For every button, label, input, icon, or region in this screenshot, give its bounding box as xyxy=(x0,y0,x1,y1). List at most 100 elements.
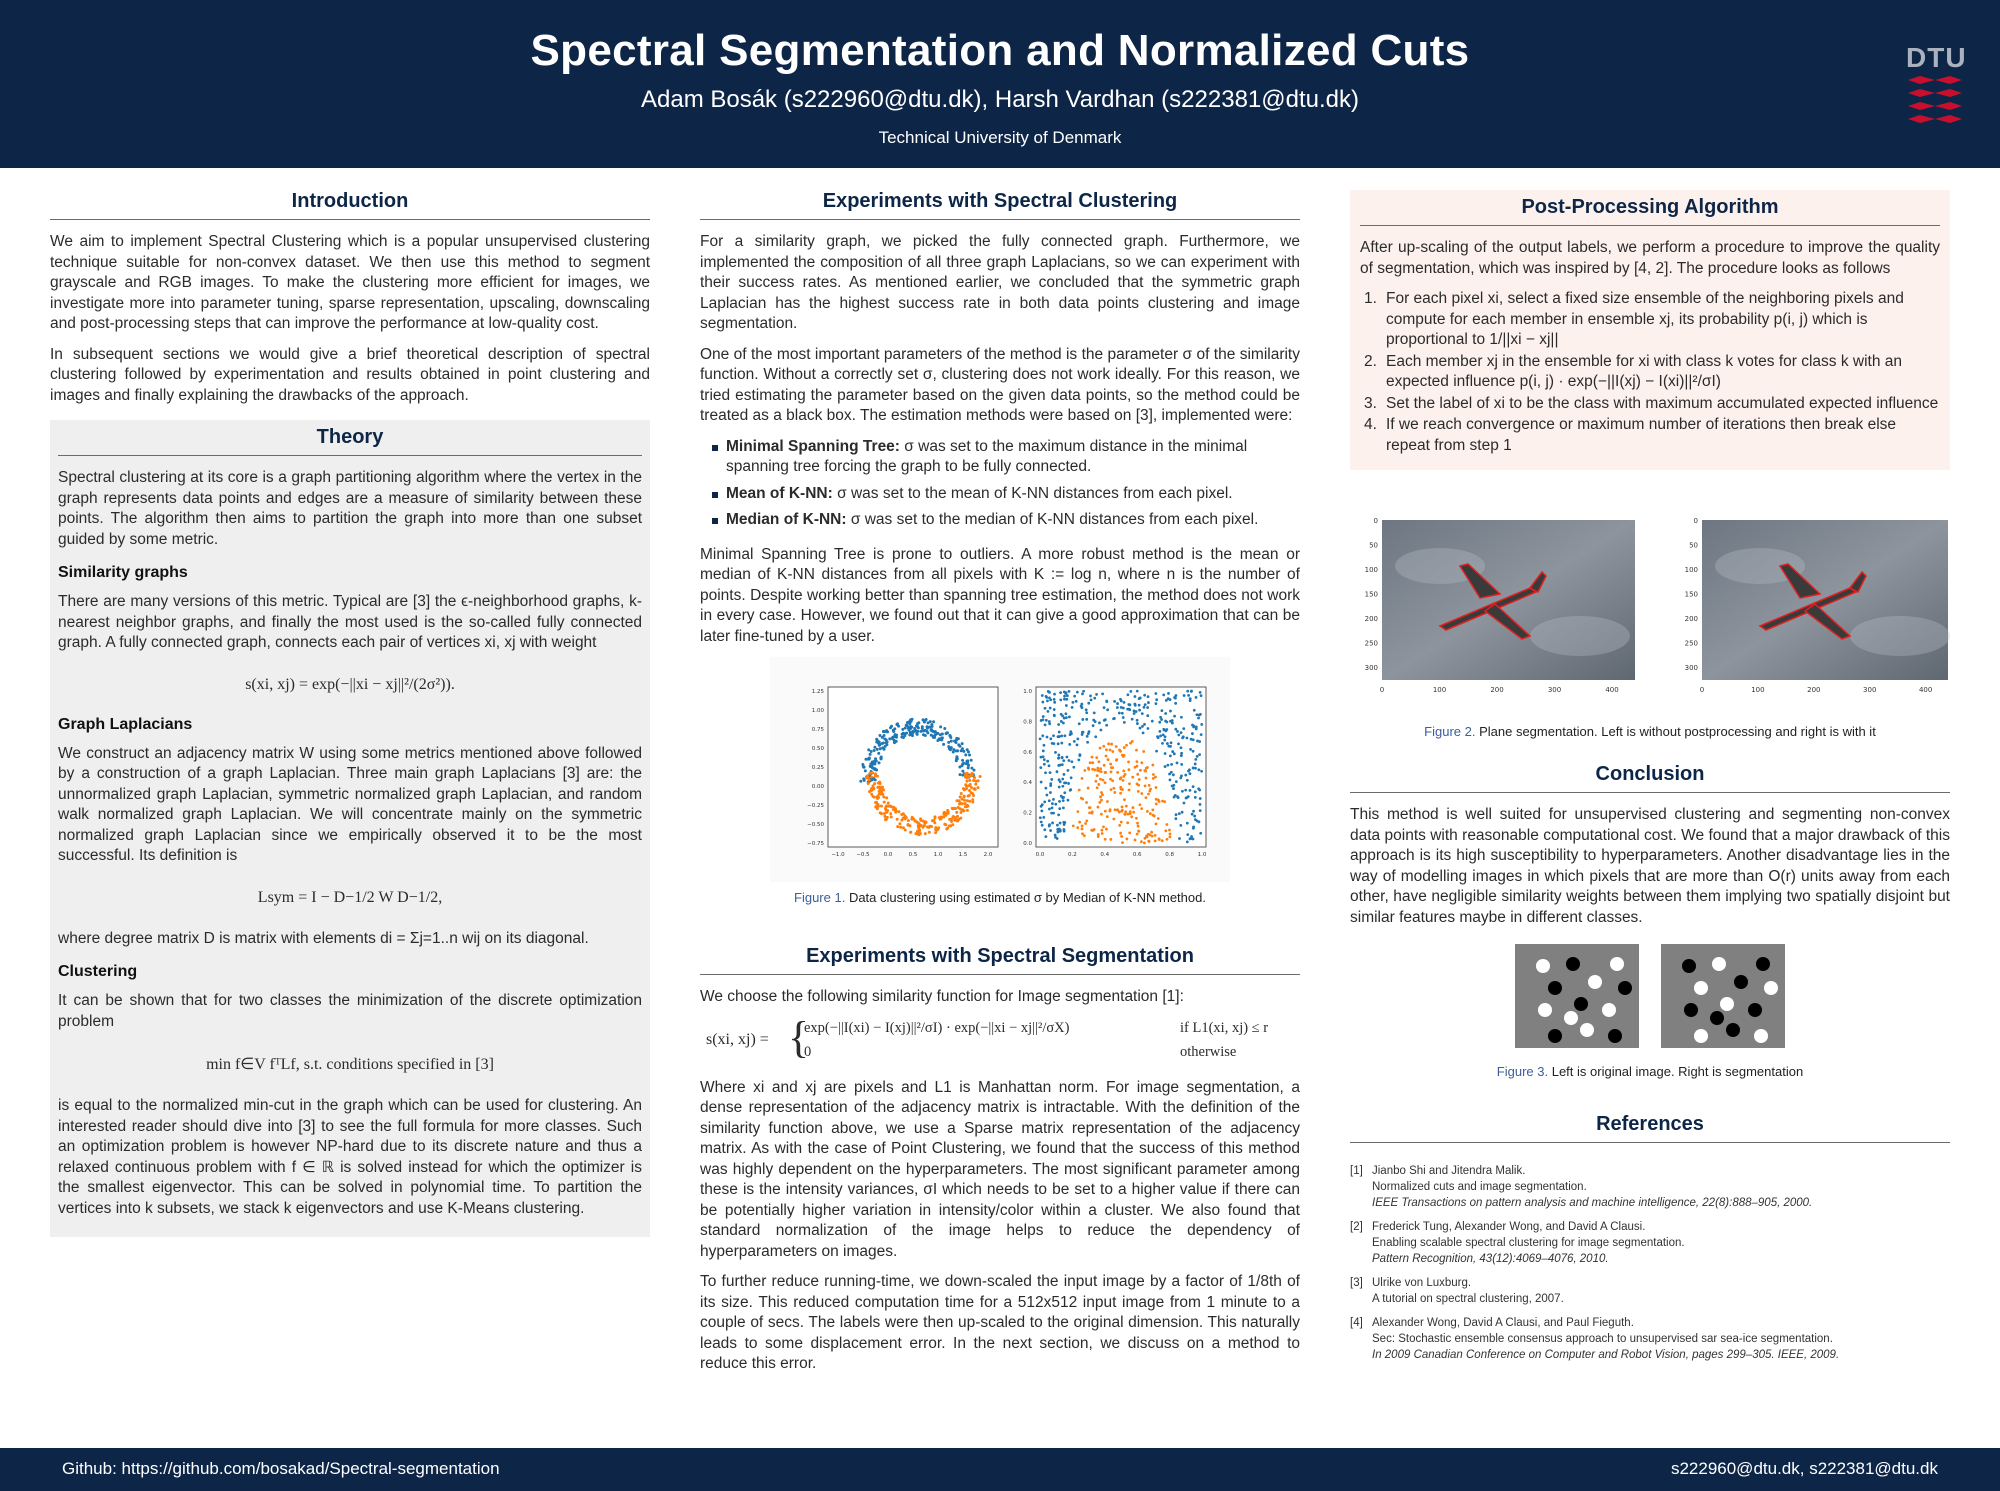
scatter-point xyxy=(1094,735,1098,739)
scatter-point xyxy=(1150,834,1154,838)
scatter-point xyxy=(920,725,924,729)
scatter-point xyxy=(1144,796,1148,800)
tick-label: 1.0 xyxy=(1198,852,1207,858)
scatter-point xyxy=(1151,763,1155,767)
scatter-point xyxy=(1147,701,1150,704)
scatter-point xyxy=(953,818,957,822)
scatter-point xyxy=(1103,809,1107,813)
scatter-point xyxy=(877,761,881,765)
scatter-point xyxy=(1142,841,1146,845)
scatter-point xyxy=(1089,694,1092,698)
github-link[interactable]: Github: https://github.com/bosakad/Spect… xyxy=(62,1459,500,1478)
scatter-point xyxy=(1192,708,1196,712)
scatter-point xyxy=(1175,761,1179,765)
scatter-point xyxy=(1119,705,1123,709)
scatter-point xyxy=(1189,747,1192,751)
scatter-point xyxy=(889,815,893,819)
dot xyxy=(1734,975,1748,989)
scatter-point xyxy=(1048,771,1052,774)
scatter-point xyxy=(1088,811,1092,815)
scatter-point xyxy=(1057,735,1061,738)
scatter-point xyxy=(882,800,886,804)
scatter-point xyxy=(1048,722,1052,726)
figure-1-clustering-plots: 1.25 1.00 0.75 0.50 0.25 0.00 −0.25 −0.50 −0.75 −… xyxy=(770,657,1230,882)
scatter-point xyxy=(1101,692,1105,696)
scatter-point xyxy=(1089,698,1093,702)
tick-label: 0.00 xyxy=(812,784,825,790)
scatter-point xyxy=(1187,769,1190,773)
scatter-point xyxy=(1165,823,1169,826)
scatter-point xyxy=(961,762,965,766)
scatter-point xyxy=(1141,724,1144,728)
scatter-point xyxy=(1193,790,1197,794)
scatter-point xyxy=(1071,701,1075,704)
scatter-point xyxy=(1095,756,1099,760)
scatter-point xyxy=(1138,726,1142,730)
scatter-point xyxy=(1085,711,1089,715)
scatter-point xyxy=(1145,809,1149,813)
scatter-point xyxy=(919,729,923,733)
tick-label: −0.5 xyxy=(856,852,870,858)
scatter-point xyxy=(1120,805,1124,809)
scatter-point xyxy=(1063,697,1066,701)
scatter-point xyxy=(1108,748,1112,752)
scatter-point xyxy=(1132,712,1136,715)
scatter-point xyxy=(1180,751,1184,755)
scatter-point xyxy=(1166,763,1170,767)
tick-label: 250 xyxy=(1365,640,1378,648)
scatter-point xyxy=(1176,730,1179,733)
poster-authors: Adam Bosák (s222960@dtu.dk), Harsh Vardh… xyxy=(640,86,1359,113)
tick-label: 150 xyxy=(1685,591,1698,599)
scatter-point xyxy=(861,763,865,767)
scatter-point xyxy=(1062,823,1066,826)
scatter-point xyxy=(942,811,946,815)
scatter-point xyxy=(958,801,962,805)
scatter-point xyxy=(1191,766,1195,770)
scatter-point xyxy=(862,777,866,781)
references-list: [1] Jianbo Shi and Jitendra Malik. Normali… xyxy=(1350,1163,1950,1363)
scatter-point xyxy=(1105,800,1109,803)
tick-label: 300 xyxy=(1685,664,1698,672)
scatter-point xyxy=(876,794,880,798)
scatter-point xyxy=(1096,805,1100,809)
scatter-point xyxy=(934,831,938,835)
scatter-point xyxy=(968,788,972,792)
scatter-point xyxy=(1064,712,1068,716)
tick-label: 200 xyxy=(1365,615,1378,623)
scatter-point xyxy=(1100,828,1104,832)
tick-label: 1.5 xyxy=(959,852,968,858)
theory-paragraph-1: Spectral clustering at its core is a gra… xyxy=(58,469,642,548)
scatter-point xyxy=(1174,694,1178,697)
scatter-point xyxy=(1189,737,1193,741)
scatter-point xyxy=(1062,716,1066,720)
scatter-point xyxy=(962,749,966,753)
scatter-point xyxy=(873,768,877,772)
scatter-point xyxy=(888,737,892,741)
scatter-point xyxy=(1163,738,1167,742)
scatter-point xyxy=(1196,739,1199,743)
scatter-point xyxy=(1080,824,1084,828)
scatter-point xyxy=(948,817,952,821)
scatter-point xyxy=(1095,774,1099,778)
scatter-point xyxy=(1168,754,1172,758)
scatter-point xyxy=(964,772,968,776)
scatter-point xyxy=(1064,716,1068,720)
scatter-point xyxy=(1072,739,1076,743)
scatter-point xyxy=(895,817,899,821)
tick-label: −1.0 xyxy=(831,852,845,858)
scatter-point xyxy=(885,740,889,744)
tick-label: 1.25 xyxy=(812,689,825,695)
scatter-point xyxy=(876,797,880,801)
tick-label: 0.8 xyxy=(1165,852,1174,858)
scatter-point xyxy=(1041,734,1045,738)
scatter-point xyxy=(1160,839,1164,843)
scatter-point xyxy=(1091,724,1095,728)
list-item: 4. If we reach convergence or maximum num… xyxy=(1364,416,1897,454)
post-processing-steps: 1. For each pixel xi, select a fixed size… xyxy=(1360,289,1940,456)
scatter-point xyxy=(1186,689,1190,693)
scatter-point xyxy=(1062,690,1066,694)
scatter-point xyxy=(1154,702,1158,706)
scatter-point xyxy=(1041,700,1045,704)
scatter-point xyxy=(1085,801,1088,804)
scatter-point xyxy=(884,807,888,811)
